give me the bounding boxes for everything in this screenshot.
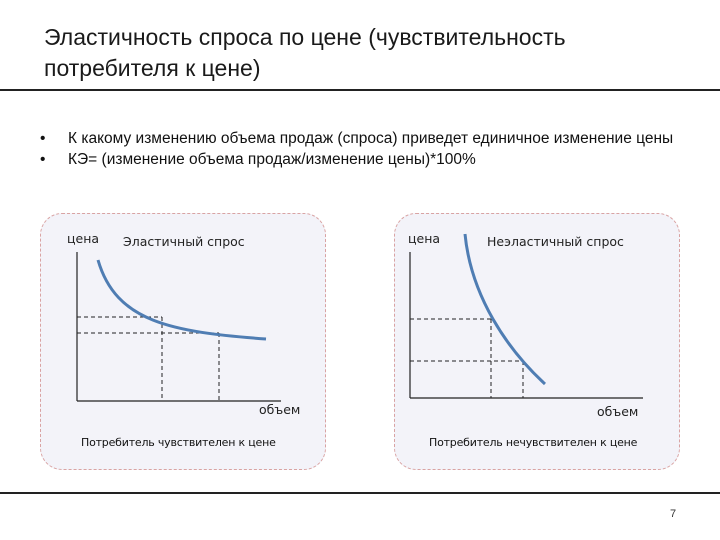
bullet-item: • К какому изменению объема продаж (спро… — [40, 130, 680, 148]
page-number: 7 — [670, 508, 677, 520]
elastic-demand-diagram — [76, 252, 281, 402]
bullet-marker: • — [40, 151, 46, 168]
panel-caption: Потребитель нечувствителен к цене — [429, 436, 638, 449]
y-axis-label: цена — [408, 231, 441, 246]
x-axis-label: объем — [259, 402, 301, 417]
bullet-marker: • — [40, 130, 46, 147]
curve-label: Неэластичный спрос — [487, 234, 624, 249]
curve-label: Эластичный спрос — [123, 234, 245, 249]
panel-caption: Потребитель чувствителен к цене — [81, 436, 276, 449]
bullet-item: • КЭ= (изменение объема продаж/изменение… — [40, 151, 680, 169]
x-axis-label: объем — [597, 404, 639, 419]
elastic-demand-curve — [96, 259, 267, 341]
inelastic-demand-panel: цена Неэластичный спрос объем Потребител… — [394, 213, 680, 470]
bullet-text: К какому изменению объема продаж (спроса… — [68, 130, 674, 147]
inelastic-demand-curve — [463, 233, 547, 386]
inelastic-demand-diagram — [409, 233, 643, 399]
bullet-text: КЭ= (изменение объема продаж/изменение ц… — [68, 151, 476, 168]
title-divider — [0, 89, 720, 91]
y-axis-label: цена — [67, 231, 100, 246]
slide-title: Эластичность спроса по цене (чувствитель… — [44, 24, 566, 81]
elastic-demand-panel: цена Эластичный спрос объем Потребитель … — [40, 213, 326, 470]
bullet-list: • К какому изменению объема продаж (спро… — [40, 130, 680, 172]
footer-divider — [0, 492, 720, 494]
